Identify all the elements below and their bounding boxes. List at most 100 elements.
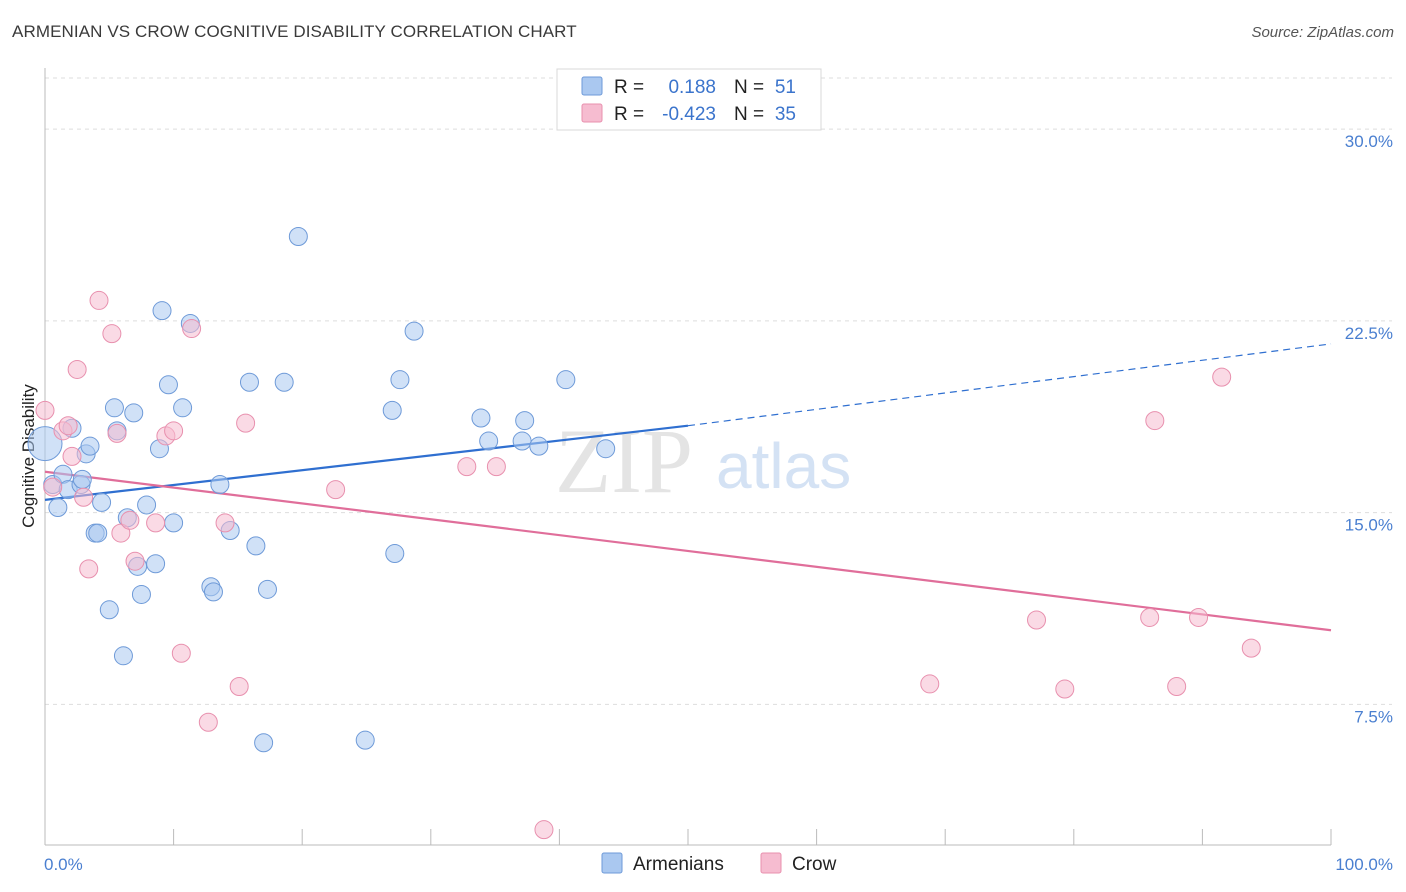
armenians-point xyxy=(158,375,178,395)
armenians-point xyxy=(88,523,108,543)
bottom-legend-label-crow: Crow xyxy=(792,854,837,875)
armenians-point xyxy=(27,426,63,462)
crow-point xyxy=(1140,607,1160,627)
crow-point xyxy=(171,643,191,663)
legend-swatch-crow xyxy=(581,103,603,123)
crow-point xyxy=(146,513,166,533)
x-tick-label-max: 100.0% xyxy=(1335,855,1393,874)
armenians-point xyxy=(512,431,532,451)
trend-line-armenians xyxy=(44,424,689,501)
armenians-point xyxy=(104,398,124,418)
armenians-point xyxy=(239,372,259,392)
crow-point xyxy=(457,457,477,477)
crow-point xyxy=(164,421,184,441)
armenians-point xyxy=(515,411,535,431)
crow-point xyxy=(1055,679,1075,699)
crow-point xyxy=(107,423,127,443)
armenians-point xyxy=(382,400,402,420)
crow-point xyxy=(120,510,140,530)
y-tick-label: 30.0% xyxy=(1345,132,1393,151)
crow-point xyxy=(79,559,99,579)
legend-r-value-armenians: 0.188 xyxy=(668,77,716,98)
y-tick-label: 7.5% xyxy=(1354,707,1393,726)
y-axis-label: Cognitive Disability xyxy=(19,384,38,528)
armenians-point xyxy=(203,582,223,602)
source-credit: Source: ZipAtlas.com xyxy=(1251,24,1394,41)
x-tick-label-min: 0.0% xyxy=(44,855,83,874)
watermark-zip: ZIP xyxy=(555,410,693,512)
crow-point xyxy=(35,400,55,420)
series-armenians-points xyxy=(27,227,616,753)
crow-point xyxy=(89,290,109,310)
legend-r-value-crow: -0.423 xyxy=(662,104,716,125)
armenians-point xyxy=(131,584,151,604)
legend-n-value-crow: 35 xyxy=(775,104,796,125)
bottom-legend: Armenians Crow xyxy=(601,852,837,875)
crow-point xyxy=(236,413,256,433)
armenians-point xyxy=(385,544,405,564)
crow-point xyxy=(486,457,506,477)
crow-point xyxy=(198,712,218,732)
armenians-point xyxy=(48,498,68,518)
crow-point xyxy=(62,446,82,466)
watermark: ZIP atlas xyxy=(555,410,851,512)
armenians-point xyxy=(257,579,277,599)
armenians-point xyxy=(556,370,576,390)
armenians-point xyxy=(137,495,157,515)
x-tick-labels: 0.0% 100.0% xyxy=(44,855,1393,874)
armenians-point xyxy=(246,536,266,556)
armenians-point xyxy=(173,398,193,418)
bottom-legend-label-armenians: Armenians xyxy=(633,854,724,875)
series-crow-points xyxy=(35,290,1261,840)
legend-r-label-2: R = xyxy=(614,104,644,125)
armenians-point xyxy=(152,301,172,321)
armenians-point xyxy=(124,403,144,423)
trend-line-armenians-extension xyxy=(687,343,1332,427)
crow-point xyxy=(74,487,94,507)
armenians-point xyxy=(529,436,549,456)
armenians-point xyxy=(596,439,616,459)
armenians-point xyxy=(254,733,274,753)
crow-point xyxy=(1167,676,1187,696)
armenians-point xyxy=(274,372,294,392)
armenians-point xyxy=(479,431,499,451)
armenians-point xyxy=(99,600,119,620)
bottom-legend-swatch-armenians xyxy=(601,852,623,874)
armenians-point xyxy=(390,370,410,390)
armenians-point xyxy=(471,408,491,428)
armenians-point xyxy=(146,554,166,574)
armenians-point xyxy=(210,475,230,495)
y-tick-labels: 7.5% 15.0% 22.5% 30.0% xyxy=(1345,132,1393,726)
watermark-atlas: atlas xyxy=(716,430,851,502)
crow-point xyxy=(920,674,940,694)
armenians-point xyxy=(404,321,424,341)
top-legend: R = 0.188 N = 51 R = -0.423 N = 35 xyxy=(556,68,822,131)
y-tick-label: 22.5% xyxy=(1345,324,1393,343)
trend-lines xyxy=(44,343,1332,632)
crow-point xyxy=(1212,367,1232,387)
armenians-point xyxy=(72,469,92,489)
bottom-legend-swatch-crow xyxy=(760,852,782,874)
armenians-point xyxy=(164,513,184,533)
armenians-point xyxy=(113,646,133,666)
crow-point xyxy=(326,480,346,500)
crow-point xyxy=(1241,638,1261,658)
trend-line-crow xyxy=(44,470,1332,632)
y-tick-label: 15.0% xyxy=(1345,516,1393,535)
crow-point xyxy=(1189,607,1209,627)
crow-point xyxy=(182,319,202,339)
crow-point xyxy=(43,477,63,497)
chart-title: ARMENIAN VS CROW COGNITIVE DISABILITY CO… xyxy=(12,22,577,41)
armenians-point xyxy=(355,730,375,750)
legend-n-label-2: N = xyxy=(734,104,764,125)
legend-n-value-armenians: 51 xyxy=(775,77,796,98)
legend-n-label-1: N = xyxy=(734,77,764,98)
crow-point xyxy=(1027,610,1047,630)
crow-point xyxy=(229,676,249,696)
crow-point xyxy=(215,513,235,533)
legend-r-label-1: R = xyxy=(614,77,644,98)
armenians-point xyxy=(288,227,308,247)
crow-point xyxy=(102,324,122,344)
crow-point xyxy=(67,359,87,379)
